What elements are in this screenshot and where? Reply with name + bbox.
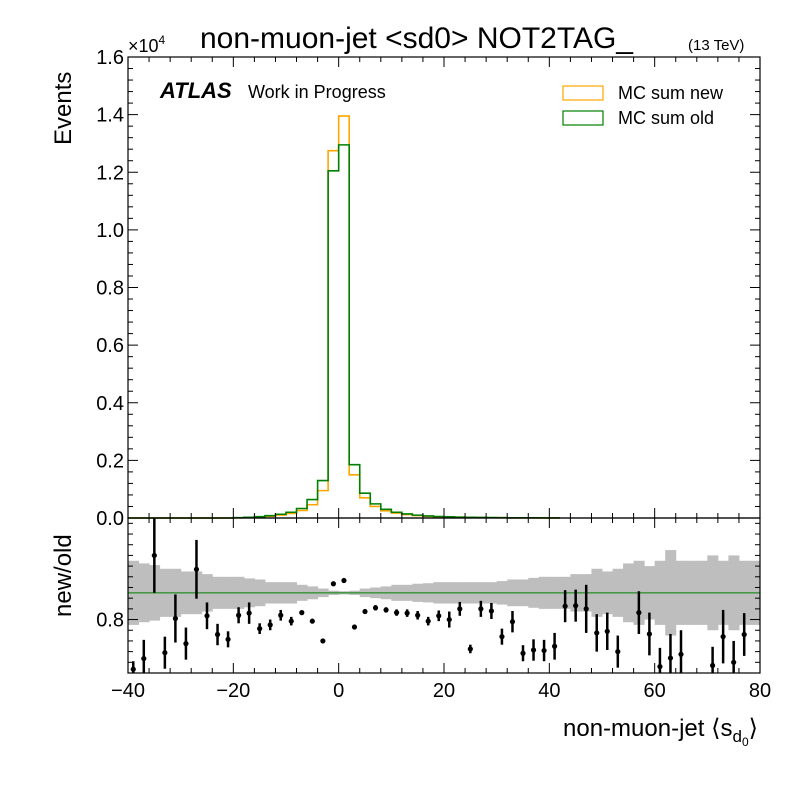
ratio-point xyxy=(162,650,168,656)
ratio-point xyxy=(667,655,674,661)
ratio-point xyxy=(214,631,221,638)
atlas-label: ATLAS xyxy=(159,78,232,103)
x-axis-label-sub: d xyxy=(732,727,741,746)
ratio-point xyxy=(520,650,526,656)
ratio-point xyxy=(594,630,600,636)
legend-label-mc-sum-new: MC sum new xyxy=(618,83,724,103)
ratio-point xyxy=(446,616,452,623)
ratio-y-axis-label: new/old xyxy=(50,534,77,617)
ratio-point xyxy=(299,610,305,616)
x-tick-label: 80 xyxy=(749,680,771,702)
y-tick-label: 0.0 xyxy=(96,508,124,530)
ratio-point xyxy=(530,647,537,653)
y-tick-label: 1.2 xyxy=(96,162,124,184)
ratio-point xyxy=(646,631,653,637)
ratio-point xyxy=(478,606,484,612)
x-tick-label: 20 xyxy=(433,680,455,702)
ratio-point xyxy=(141,655,147,662)
x-tick-label: −20 xyxy=(216,680,250,702)
ratio-point xyxy=(151,552,157,559)
main-y-multiplier-base: ×10 xyxy=(128,36,159,56)
ratio-point xyxy=(372,605,379,611)
ratio-point xyxy=(383,607,389,613)
ratio-point xyxy=(573,603,579,609)
ratio-point xyxy=(330,581,336,587)
main-y-axis-label: Events xyxy=(50,72,77,145)
legend-swatch-mc-sum-old xyxy=(562,110,604,126)
ratio-point xyxy=(615,649,621,655)
ratio-point xyxy=(236,612,242,618)
ratio-point xyxy=(225,636,231,642)
ratio-point xyxy=(509,619,516,625)
x-tick-label: 0 xyxy=(333,680,344,702)
ratio-point xyxy=(257,626,263,632)
ratio-point xyxy=(309,618,315,624)
y-tick-label: 1.4 xyxy=(96,105,124,127)
main-y-multiplier: ×104 xyxy=(128,33,166,56)
ratio-point xyxy=(562,603,568,609)
ratio-point xyxy=(362,608,368,615)
x-tick-label: 60 xyxy=(644,680,666,702)
ratio-y-tick-label: 0.8 xyxy=(96,610,124,632)
ratio-point xyxy=(741,631,747,638)
ratio-point xyxy=(583,606,589,612)
legend-swatch-mc-sum-new xyxy=(562,85,604,101)
ratio-point xyxy=(404,610,410,616)
ratio-point xyxy=(604,628,610,634)
x-axis-label-subsub: 0 xyxy=(742,735,749,749)
main-y-multiplier-exp: 4 xyxy=(159,33,166,47)
ratio-point xyxy=(267,622,273,628)
ratio-point xyxy=(457,606,463,612)
ratio-point xyxy=(172,615,178,622)
ratio-point xyxy=(552,643,558,649)
ratio-point xyxy=(415,612,421,618)
ratio-point xyxy=(193,566,200,572)
legend: MC sum new MC sum old xyxy=(562,83,724,128)
ratio-point xyxy=(425,618,431,624)
ratio-point xyxy=(394,610,400,616)
atlas-status-label: Work in Progress xyxy=(248,82,386,102)
ratio-point xyxy=(541,647,547,654)
y-tick-label: 1.0 xyxy=(96,220,124,242)
x-axis-label: non-muon-jet ⟨sd0⟩ xyxy=(563,715,758,749)
ratio-point xyxy=(130,666,136,672)
ratio-point xyxy=(678,651,684,657)
y-tick-label: 0.4 xyxy=(96,393,124,415)
x-axis-label-end: ⟩ xyxy=(749,715,758,742)
ratio-point xyxy=(246,610,252,616)
ratio-point xyxy=(204,613,210,619)
ratio-point xyxy=(488,608,494,614)
x-tick-label: −40 xyxy=(111,680,145,702)
ratio-point xyxy=(731,659,737,665)
chart-title-suffix: (13 TeV) xyxy=(688,37,744,54)
ratio-point xyxy=(278,612,284,618)
main-panel: 0.00.20.40.60.81.01.21.41.6 ×104 Events … xyxy=(50,33,761,530)
ratio-point xyxy=(657,663,663,670)
y-tick-label: 0.2 xyxy=(96,450,124,472)
ratio-point xyxy=(710,662,716,669)
ratio-point xyxy=(341,577,347,584)
y-tick-label: 0.6 xyxy=(96,335,124,357)
ratio-point xyxy=(320,638,326,644)
ratio-point xyxy=(467,646,473,652)
legend-label-mc-sum-old: MC sum old xyxy=(618,108,714,128)
ratio-point xyxy=(351,624,358,630)
ratio-point xyxy=(183,641,189,647)
x-axis-label-main: non-muon-jet ⟨s xyxy=(563,715,732,742)
y-tick-label: 1.6 xyxy=(96,47,124,69)
ratio-panel: −40 −20 0 20 40 60 80 0.8 new/old xyxy=(50,517,771,702)
ratio-point xyxy=(288,618,294,624)
ratio-point xyxy=(436,613,442,619)
ratio-point xyxy=(499,634,505,640)
ratio-point xyxy=(720,634,726,640)
x-tick-label: 40 xyxy=(538,680,560,702)
y-tick-label: 0.8 xyxy=(96,278,124,300)
ratio-point xyxy=(636,610,642,616)
chart-title: non-muon-jet <sd0> NOT2TAG_ xyxy=(200,22,634,55)
